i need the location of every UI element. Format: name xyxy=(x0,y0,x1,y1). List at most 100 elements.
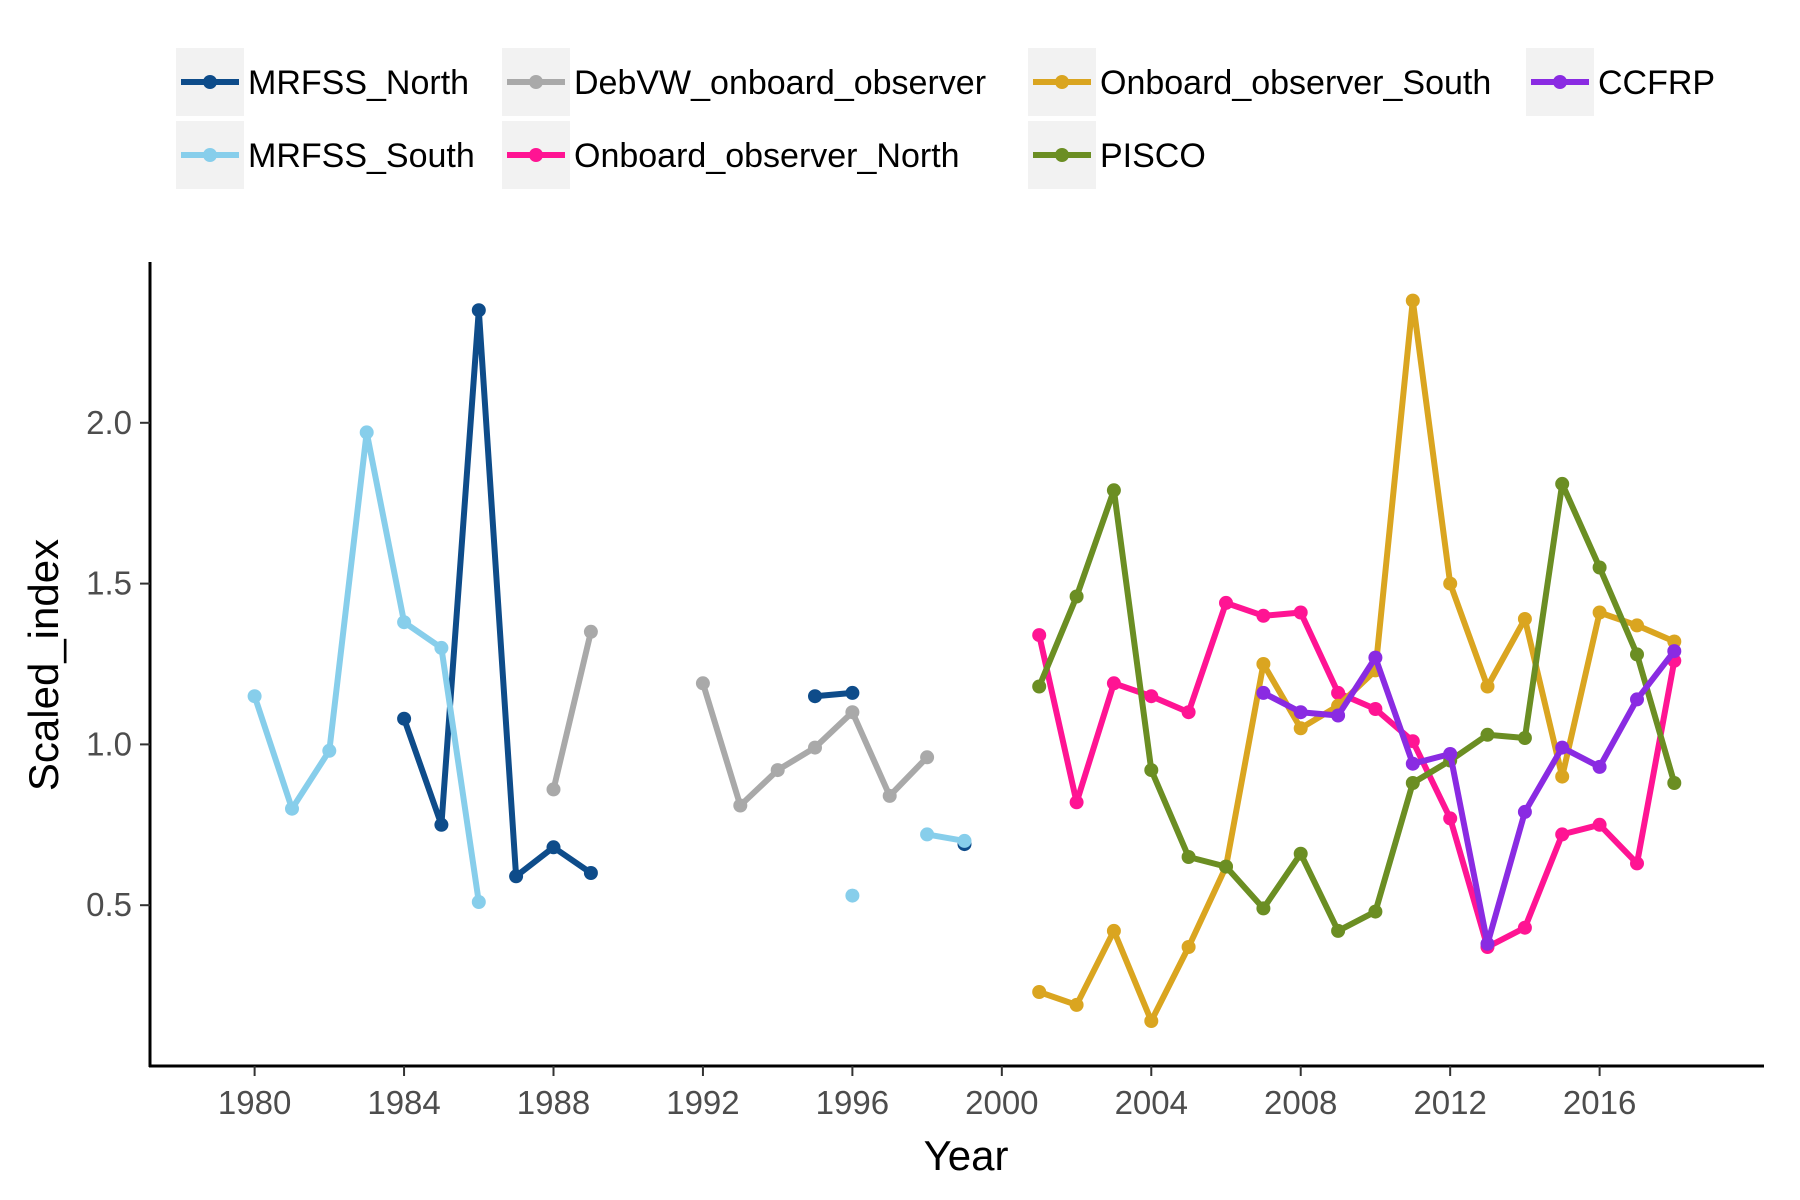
data-point xyxy=(434,817,449,832)
x-tick-label: 2016 xyxy=(1563,1084,1636,1121)
series-MRFSS_North xyxy=(397,303,972,884)
y-ticks: 0.5 1.0 1.5 2.0 xyxy=(86,404,150,923)
data-point xyxy=(1144,763,1159,778)
data-point xyxy=(845,888,860,903)
x-tick-label: 1984 xyxy=(367,1084,440,1121)
legend-label: CCFRP xyxy=(1598,64,1715,102)
x-tick-label: 1992 xyxy=(666,1084,739,1121)
data-point xyxy=(1517,731,1532,745)
series-MRFSS_South xyxy=(247,425,972,909)
legend-item: PISCO xyxy=(1028,121,1206,189)
data-point xyxy=(1630,692,1644,707)
data-point xyxy=(434,640,449,655)
data-point xyxy=(471,895,486,909)
data-point xyxy=(1256,657,1271,671)
data-point xyxy=(1293,846,1308,861)
data-point xyxy=(509,869,524,884)
data-point xyxy=(583,866,598,880)
legend-key-point xyxy=(529,75,543,89)
data-point xyxy=(1443,576,1458,591)
y-tick-label: 1.5 xyxy=(86,565,132,602)
data-point xyxy=(1032,679,1047,694)
data-point xyxy=(1368,904,1383,919)
data-point xyxy=(397,615,412,630)
series-DebVW_onboard_observer xyxy=(546,624,935,813)
data-point xyxy=(1480,936,1495,951)
legend-item: Onboard_observer_South xyxy=(1028,48,1491,116)
data-point xyxy=(285,801,299,816)
data-point xyxy=(733,798,748,813)
data-point xyxy=(808,689,822,704)
data-point xyxy=(1293,605,1308,620)
data-point xyxy=(1592,560,1607,575)
legend-item: MRFSS_North xyxy=(176,48,469,116)
data-point xyxy=(808,740,822,755)
series-Onboard_observer_North xyxy=(1032,595,1682,954)
data-point xyxy=(1443,811,1458,826)
data-point xyxy=(1293,705,1308,720)
data-point xyxy=(1555,827,1570,842)
data-point xyxy=(1069,589,1084,604)
data-point xyxy=(1555,769,1570,784)
data-point xyxy=(1032,985,1047,999)
data-point xyxy=(770,763,785,778)
data-point xyxy=(1144,1014,1159,1028)
data-point xyxy=(1443,747,1458,761)
legend-item: MRFSS_South xyxy=(176,121,475,189)
x-tick-label: 2008 xyxy=(1264,1084,1337,1121)
data-point xyxy=(1181,940,1196,954)
data-point xyxy=(1256,685,1271,700)
data-point xyxy=(1480,679,1495,694)
data-point xyxy=(359,425,374,440)
data-point xyxy=(1592,759,1607,774)
data-point xyxy=(1106,923,1121,938)
data-point xyxy=(1517,612,1532,626)
data-point xyxy=(957,833,972,848)
data-point xyxy=(695,676,710,691)
data-point xyxy=(1405,776,1420,790)
x-ticks: 1980 1984 1988 1992 1996 2000 2004 2008 2012 2016 xyxy=(218,1066,1636,1121)
legend-label: DebVW_onboard_observer xyxy=(574,64,986,102)
data-point xyxy=(1555,476,1570,491)
data-point xyxy=(1368,702,1383,716)
data-point xyxy=(1405,756,1420,771)
legend-key-point xyxy=(529,148,543,162)
series-line xyxy=(1036,480,1678,934)
legend-key-point xyxy=(1055,148,1069,162)
data-point xyxy=(471,303,486,318)
data-point xyxy=(1069,795,1084,810)
legend-key-point xyxy=(1055,75,1069,89)
series-line xyxy=(550,631,594,791)
x-tick-label: 1996 xyxy=(816,1084,889,1121)
y-axis-title: Scaled_index xyxy=(20,539,67,791)
data-point xyxy=(1331,708,1346,723)
series-line xyxy=(401,307,593,880)
data-point xyxy=(397,711,412,726)
legend-item: DebVW_onboard_observer xyxy=(502,48,986,116)
data-point xyxy=(1032,628,1047,643)
x-axis-title: Year xyxy=(924,1132,1009,1179)
data-point xyxy=(1592,817,1607,832)
data-point xyxy=(1331,923,1346,938)
data-point xyxy=(1106,483,1121,498)
data-point xyxy=(1405,734,1420,749)
x-tick-label: 2000 xyxy=(965,1084,1038,1121)
data-point xyxy=(882,788,897,803)
data-point xyxy=(1256,608,1271,623)
legend-label: MRFSS_North xyxy=(248,64,469,102)
data-point xyxy=(1667,776,1682,790)
data-point xyxy=(845,705,860,720)
data-point xyxy=(1181,850,1196,864)
legend-item: Onboard_observer_North xyxy=(502,121,960,189)
legend-label: Onboard_observer_South xyxy=(1100,64,1491,102)
data-point xyxy=(1630,647,1644,662)
data-point xyxy=(1667,644,1682,659)
x-tick-label: 1988 xyxy=(517,1084,590,1121)
data-point xyxy=(920,827,935,842)
axes: 1980 1984 1988 1992 1996 2000 2004 2008 2012 2016… xyxy=(20,262,1764,1179)
legend-key-point xyxy=(203,148,217,162)
data-point xyxy=(546,782,561,797)
series-PISCO xyxy=(1032,476,1682,938)
y-tick-label: 1.0 xyxy=(86,725,132,762)
